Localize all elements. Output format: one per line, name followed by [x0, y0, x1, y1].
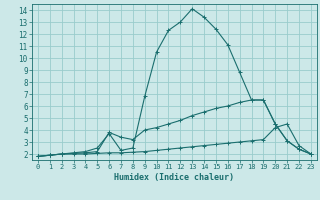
X-axis label: Humidex (Indice chaleur): Humidex (Indice chaleur): [115, 173, 234, 182]
